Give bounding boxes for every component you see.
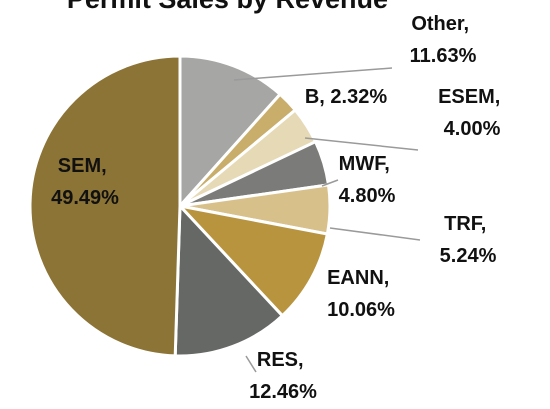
data-label: ESEM, 4.00% <box>438 86 506 140</box>
data-label: SEM, 49.49% <box>51 155 119 209</box>
leader-line <box>233 67 393 81</box>
data-label: Other, 11.63% <box>410 13 477 67</box>
data-label: MWF, 4.80% <box>339 153 396 207</box>
chart-title: Permit Sales by Revenue <box>67 0 388 14</box>
data-label: TRF, 5.24% <box>440 213 497 267</box>
data-label: B, 2.32% <box>305 86 387 108</box>
pie-slice <box>178 54 283 210</box>
leader-line <box>304 137 419 151</box>
data-label: RES, 12.46% <box>249 349 317 403</box>
data-label: EANN, 10.06% <box>327 267 395 321</box>
leader-line <box>245 355 257 373</box>
leader-line <box>329 227 421 241</box>
pie-slice <box>175 203 330 318</box>
pie-slice <box>28 54 182 358</box>
leader-line <box>321 179 339 187</box>
pie-slice <box>173 202 285 358</box>
